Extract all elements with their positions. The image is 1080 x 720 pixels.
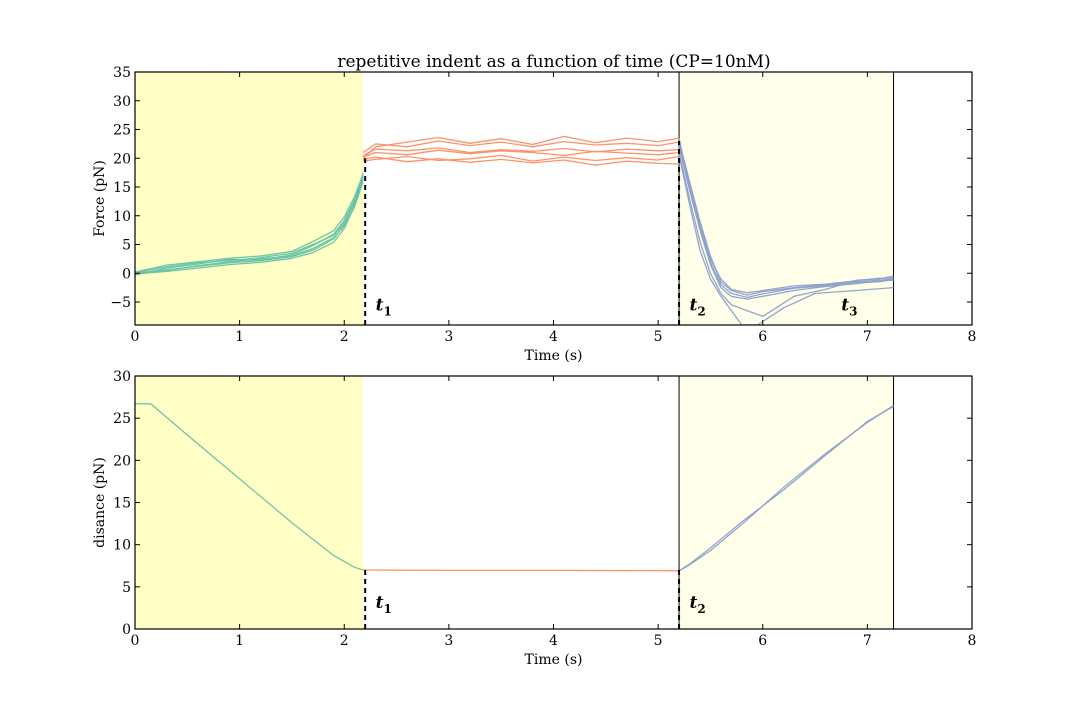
series-line-approach-3 [135, 174, 364, 273]
shaded-region-1 [135, 72, 364, 325]
x-tick-label: 5 [654, 329, 663, 345]
x-tick-label: 3 [444, 633, 453, 649]
y-tick-label: 30 [113, 94, 131, 110]
series-line-retract-16 [678, 137, 894, 299]
series-line-retract-18 [678, 143, 894, 294]
series-line-approach-2 [135, 176, 364, 276]
series-line-hold-12 [362, 156, 680, 166]
series-group [135, 403, 894, 572]
time-marker-label-1: t1 [376, 593, 392, 616]
y-tick-label: −5 [110, 295, 131, 311]
x-tick-label: 1 [235, 329, 244, 345]
series-line-hold-8 [362, 147, 680, 156]
x-tick-label: 1 [235, 633, 244, 649]
x-tick-label: 4 [549, 329, 558, 345]
x-tick-label: 5 [654, 633, 663, 649]
y-tick-label: 25 [113, 411, 131, 427]
x-tick-label: 6 [758, 633, 767, 649]
y-tick-label: 30 [113, 369, 131, 385]
series-line-hold-10 [362, 149, 680, 158]
x-tick-label: 2 [340, 329, 349, 345]
y-tick-label: 5 [122, 238, 131, 254]
figure-title: repetitive indent as a function of time … [337, 52, 770, 72]
series-line-approach-6 [135, 181, 364, 274]
series-group [135, 135, 894, 325]
x-axis-label: Time (s) [525, 348, 583, 364]
x-tick-label: 3 [444, 329, 453, 345]
x-tick-label: 8 [968, 329, 977, 345]
series-line-retract-17 [678, 155, 894, 325]
series-line-retract-4 [678, 405, 894, 572]
y-tick-label: 35 [113, 65, 131, 81]
x-tick-label: 0 [131, 329, 140, 345]
y-tick-label: 25 [113, 123, 131, 139]
y-tick-label: 20 [113, 151, 131, 167]
x-tick-label: 4 [549, 633, 558, 649]
x-tick-label: 2 [340, 633, 349, 649]
y-tick-label: 10 [113, 538, 131, 554]
y-tick-label: 0 [122, 266, 131, 282]
series-line-approach-1 [135, 403, 364, 571]
series-line-retract-14 [678, 146, 894, 300]
shaded-region-2 [679, 376, 894, 629]
y-axis-label: Force (pN) [92, 160, 108, 237]
y-tick-label: 10 [113, 209, 131, 225]
x-tick-label: 0 [131, 633, 140, 649]
y-tick-label: 20 [113, 453, 131, 469]
time-marker-label-1: t1 [376, 296, 392, 319]
y-tick-label: 15 [113, 180, 131, 196]
y-tick-label: 0 [122, 622, 131, 638]
y-axis-label: disance (pN) [92, 457, 108, 548]
y-tick-label: 5 [122, 580, 131, 596]
series-line-hold-11 [362, 140, 680, 154]
shaded-region-1 [135, 376, 364, 629]
series-line-hold-7 [362, 135, 680, 159]
x-tick-label: 7 [863, 329, 872, 345]
y-tick-label: 15 [113, 496, 131, 512]
x-tick-label: 7 [863, 633, 872, 649]
x-axis-label: Time (s) [525, 652, 583, 668]
series-line-hold-2 [363, 569, 680, 572]
series-line-approach-5 [135, 175, 364, 274]
x-tick-label: 6 [758, 329, 767, 345]
x-tick-label: 8 [968, 633, 977, 649]
series-line-hold-9 [363, 154, 680, 162]
